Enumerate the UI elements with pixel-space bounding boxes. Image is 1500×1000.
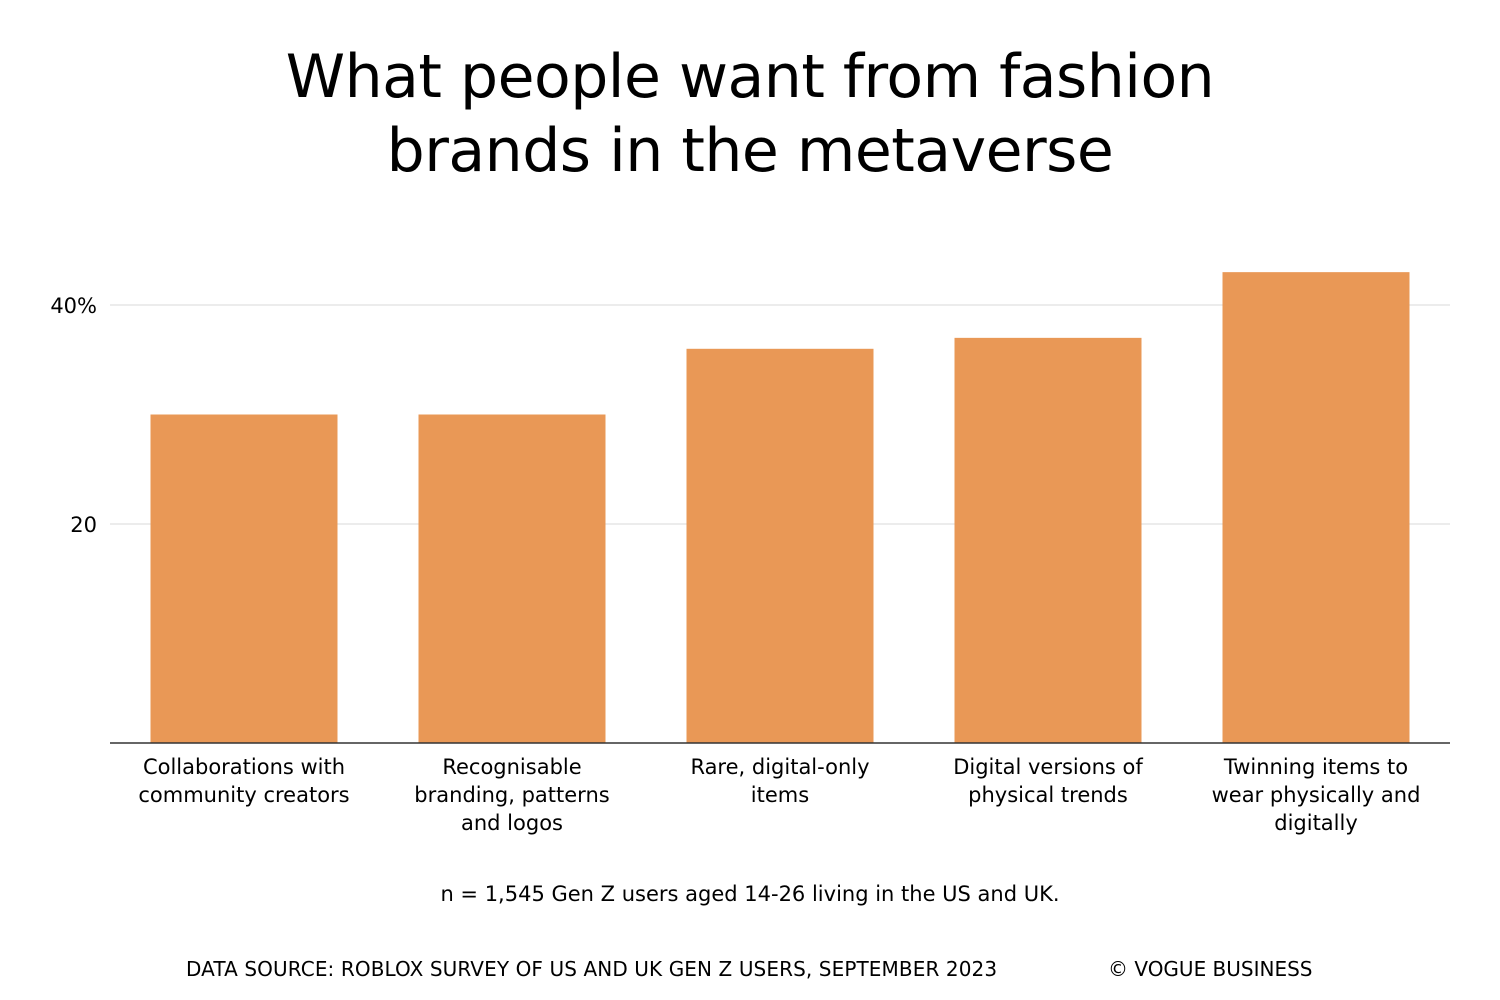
bar xyxy=(686,348,874,743)
chart-title: What people want from fashion brands in … xyxy=(200,40,1300,188)
sample-note: n = 1,545 Gen Z users aged 14-26 living … xyxy=(440,882,1060,906)
x-tick-label: Rare, digital-only xyxy=(690,755,869,779)
x-tick-label: and logos xyxy=(461,811,563,835)
y-tick-label: 40% xyxy=(50,294,97,318)
x-tick-label: Digital versions of xyxy=(953,755,1143,779)
bar xyxy=(418,414,606,743)
x-tick-label: wear physically and xyxy=(1212,783,1421,807)
x-tick-label: physical trends xyxy=(968,783,1128,807)
x-tick-label: Collaborations with xyxy=(143,755,345,779)
x-tick-label: Recognisable xyxy=(442,755,581,779)
data-source: DATA SOURCE: ROBLOX SURVEY OF US AND UK … xyxy=(186,957,998,981)
y-tick-label: 20 xyxy=(70,513,97,537)
x-tick-label: community creators xyxy=(138,783,349,807)
chart-title-line-2: brands in the metaverse xyxy=(386,116,1114,186)
bar xyxy=(1222,272,1410,743)
x-tick-label: branding, patterns xyxy=(414,783,609,807)
copyright-credit: © VOGUE BUSINESS xyxy=(1108,957,1313,981)
x-tick-label: Twinning items to xyxy=(1223,755,1408,779)
bar xyxy=(954,337,1142,743)
chart-title-line-1: What people want from fashion xyxy=(285,42,1215,112)
x-tick-label: digitally xyxy=(1274,811,1358,835)
x-tick-label: items xyxy=(751,783,809,807)
bar xyxy=(150,414,338,743)
